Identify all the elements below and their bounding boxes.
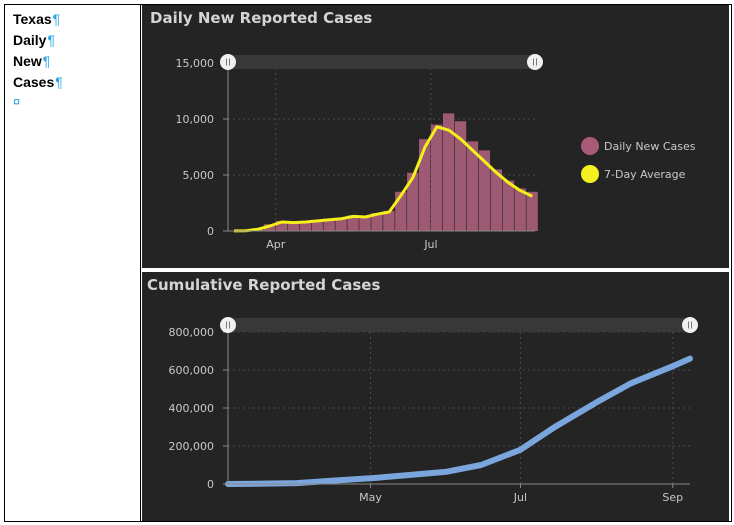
end-of-cell-mark: ¤ bbox=[13, 94, 21, 109]
seven-day-average-line bbox=[233, 125, 534, 233]
pilcrow-mark: ¶ bbox=[42, 53, 51, 69]
handle-knob bbox=[220, 317, 236, 333]
y-tick-label: 400,000 bbox=[169, 402, 215, 415]
handle-knob bbox=[527, 54, 543, 70]
cumulative-cases-chart: 0 200,000 400,000 600,000 800,000 May Jul Sep bbox=[169, 317, 698, 504]
handle-knob bbox=[220, 54, 236, 70]
left-cell: Texas¶ Daily¶ New¶ Cases¶ ¤ bbox=[5, 5, 140, 521]
daily-cases-bar bbox=[502, 180, 514, 231]
range-slider-handle[interactable] bbox=[220, 317, 236, 333]
legend-label: 7-Day Average bbox=[604, 168, 686, 181]
y-tick-label: 600,000 bbox=[169, 364, 215, 377]
heading-word: Cases bbox=[13, 74, 55, 90]
range-slider-track bbox=[228, 55, 535, 69]
handle-knob bbox=[682, 317, 698, 333]
range-slider-handle[interactable] bbox=[682, 317, 698, 333]
pilcrow-mark: ¶ bbox=[52, 11, 61, 27]
chart-title: Daily New Reported Cases bbox=[150, 9, 373, 27]
heading-word: New bbox=[13, 53, 42, 69]
daily-cases-bar bbox=[323, 218, 335, 231]
daily-cases-bar bbox=[311, 220, 323, 231]
daily-cases-bar bbox=[419, 139, 431, 231]
x-tick-label: May bbox=[359, 491, 382, 504]
daily-cases-bar bbox=[299, 221, 311, 231]
y-tick-label: 0 bbox=[207, 225, 214, 238]
daily-cases-bar bbox=[514, 188, 526, 231]
daily-cases-bar bbox=[454, 121, 467, 231]
daily-cases-panel: Daily New Reported Cases 0 5,000 10,000 15,… bbox=[142, 5, 729, 268]
daily-cases-bar bbox=[287, 222, 300, 231]
daily-cases-bar bbox=[490, 169, 502, 231]
daily-cases-bar bbox=[430, 124, 443, 231]
range-slider-track bbox=[228, 318, 690, 332]
x-tick-label: Jul bbox=[513, 491, 527, 504]
daily-cases-bar bbox=[335, 217, 347, 231]
legend-swatch bbox=[581, 137, 599, 155]
cumulative-cases-line bbox=[225, 355, 693, 487]
daily-cases-bar bbox=[478, 150, 491, 231]
y-tick-label: 5,000 bbox=[183, 169, 215, 182]
range-slider-handle[interactable] bbox=[220, 54, 236, 70]
cumulative-cases-panel: Cumulative Reported Cases 0 200,000 400,00… bbox=[142, 272, 729, 521]
y-tick-label: 15,000 bbox=[176, 57, 215, 70]
daily-cases-bar bbox=[275, 220, 288, 231]
daily-cases-bar bbox=[371, 213, 383, 231]
document-table: Texas¶ Daily¶ New¶ Cases¶ ¤ bbox=[4, 4, 732, 522]
daily-cases-bar bbox=[407, 172, 419, 231]
legend-swatch bbox=[581, 165, 599, 183]
y-tick-label: 10,000 bbox=[176, 113, 215, 126]
daily-cases-bar bbox=[526, 191, 538, 231]
daily-cases-chart: 0 5,000 10,000 15,000 Apr Jul Daily New Cases… bbox=[176, 54, 696, 251]
range-slider-handle[interactable] bbox=[527, 54, 543, 70]
x-tick-label: Apr bbox=[266, 238, 286, 251]
daily-cases-bar bbox=[466, 141, 479, 231]
x-tick-label: Jul bbox=[423, 238, 437, 251]
y-tick-label: 0 bbox=[207, 478, 214, 491]
pilcrow-mark: ¶ bbox=[47, 32, 55, 48]
heading-word: Texas bbox=[13, 11, 52, 27]
heading-line: New¶ bbox=[13, 51, 140, 72]
daily-cases-bar bbox=[383, 210, 395, 231]
legend-item: 7-Day Average bbox=[581, 165, 686, 183]
legend-label: Daily New Cases bbox=[604, 140, 696, 153]
daily-cases-bar bbox=[359, 216, 371, 231]
heading-line: Cases¶ bbox=[13, 72, 140, 93]
heading-line: Texas¶ bbox=[13, 9, 140, 30]
heading-word: Daily bbox=[13, 32, 47, 48]
x-tick-label: Sep bbox=[662, 491, 683, 504]
daily-cases-bar bbox=[347, 215, 359, 231]
heading-line: Daily¶ bbox=[13, 30, 140, 51]
legend-item: Daily New Cases bbox=[581, 137, 696, 155]
chart-title: Cumulative Reported Cases bbox=[147, 276, 381, 294]
y-tick-label: 800,000 bbox=[169, 326, 215, 339]
daily-cases-bar bbox=[395, 191, 407, 231]
pilcrow-mark: ¶ bbox=[55, 74, 63, 90]
y-tick-label: 200,000 bbox=[169, 440, 215, 453]
table-column-divider bbox=[140, 5, 141, 521]
daily-cases-bar bbox=[442, 113, 455, 231]
